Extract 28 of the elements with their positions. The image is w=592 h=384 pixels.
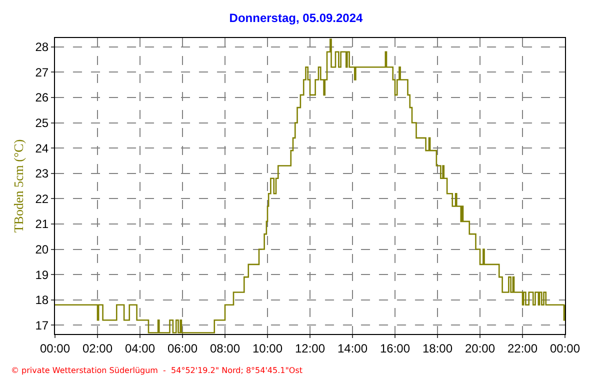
- x-tick-label: 16:00: [380, 341, 410, 356]
- x-tick-label: 06:00: [167, 341, 198, 356]
- y-tick-label: 25: [35, 116, 49, 130]
- x-tick-label: 12:00: [294, 341, 326, 356]
- y-tick-label: 24: [35, 141, 49, 156]
- y-tick-label: 22: [35, 192, 49, 206]
- x-tick-label: 08:00: [210, 341, 240, 356]
- y-tick-label: 28: [35, 40, 49, 54]
- y-tick-label: 27: [35, 65, 49, 80]
- x-tick-label: 20:00: [464, 341, 496, 356]
- y-axis-title: TBoden 5cm (°C): [11, 139, 26, 233]
- x-tick-label: 14:00: [337, 341, 368, 356]
- y-tick-label: 17: [35, 318, 49, 332]
- x-tick-label: 00:00: [40, 341, 70, 356]
- x-tick-label: 18:00: [422, 341, 453, 356]
- chart-title: Donnerstag, 05.09.2024: [229, 10, 364, 25]
- y-tick-label: 19: [35, 268, 49, 282]
- x-tick-label: 04:00: [124, 341, 156, 356]
- x-tick-label: 22:00: [507, 341, 538, 356]
- x-tick-label: 10:00: [252, 341, 283, 356]
- x-tick-label: 00:00: [550, 341, 580, 356]
- y-tick-label: 20: [35, 242, 49, 256]
- text: © private Wetterstation Süderlügum - 54°52'19.2" Nord; 8°54'45.1"Ost: [11, 366, 303, 375]
- y-tick-label: 21: [35, 217, 49, 232]
- x-tick-label: 02:00: [82, 341, 113, 356]
- y-tick-label: 26: [35, 90, 49, 105]
- y-tick-label: 18: [35, 293, 49, 308]
- y-tick-label: 23: [35, 166, 49, 181]
